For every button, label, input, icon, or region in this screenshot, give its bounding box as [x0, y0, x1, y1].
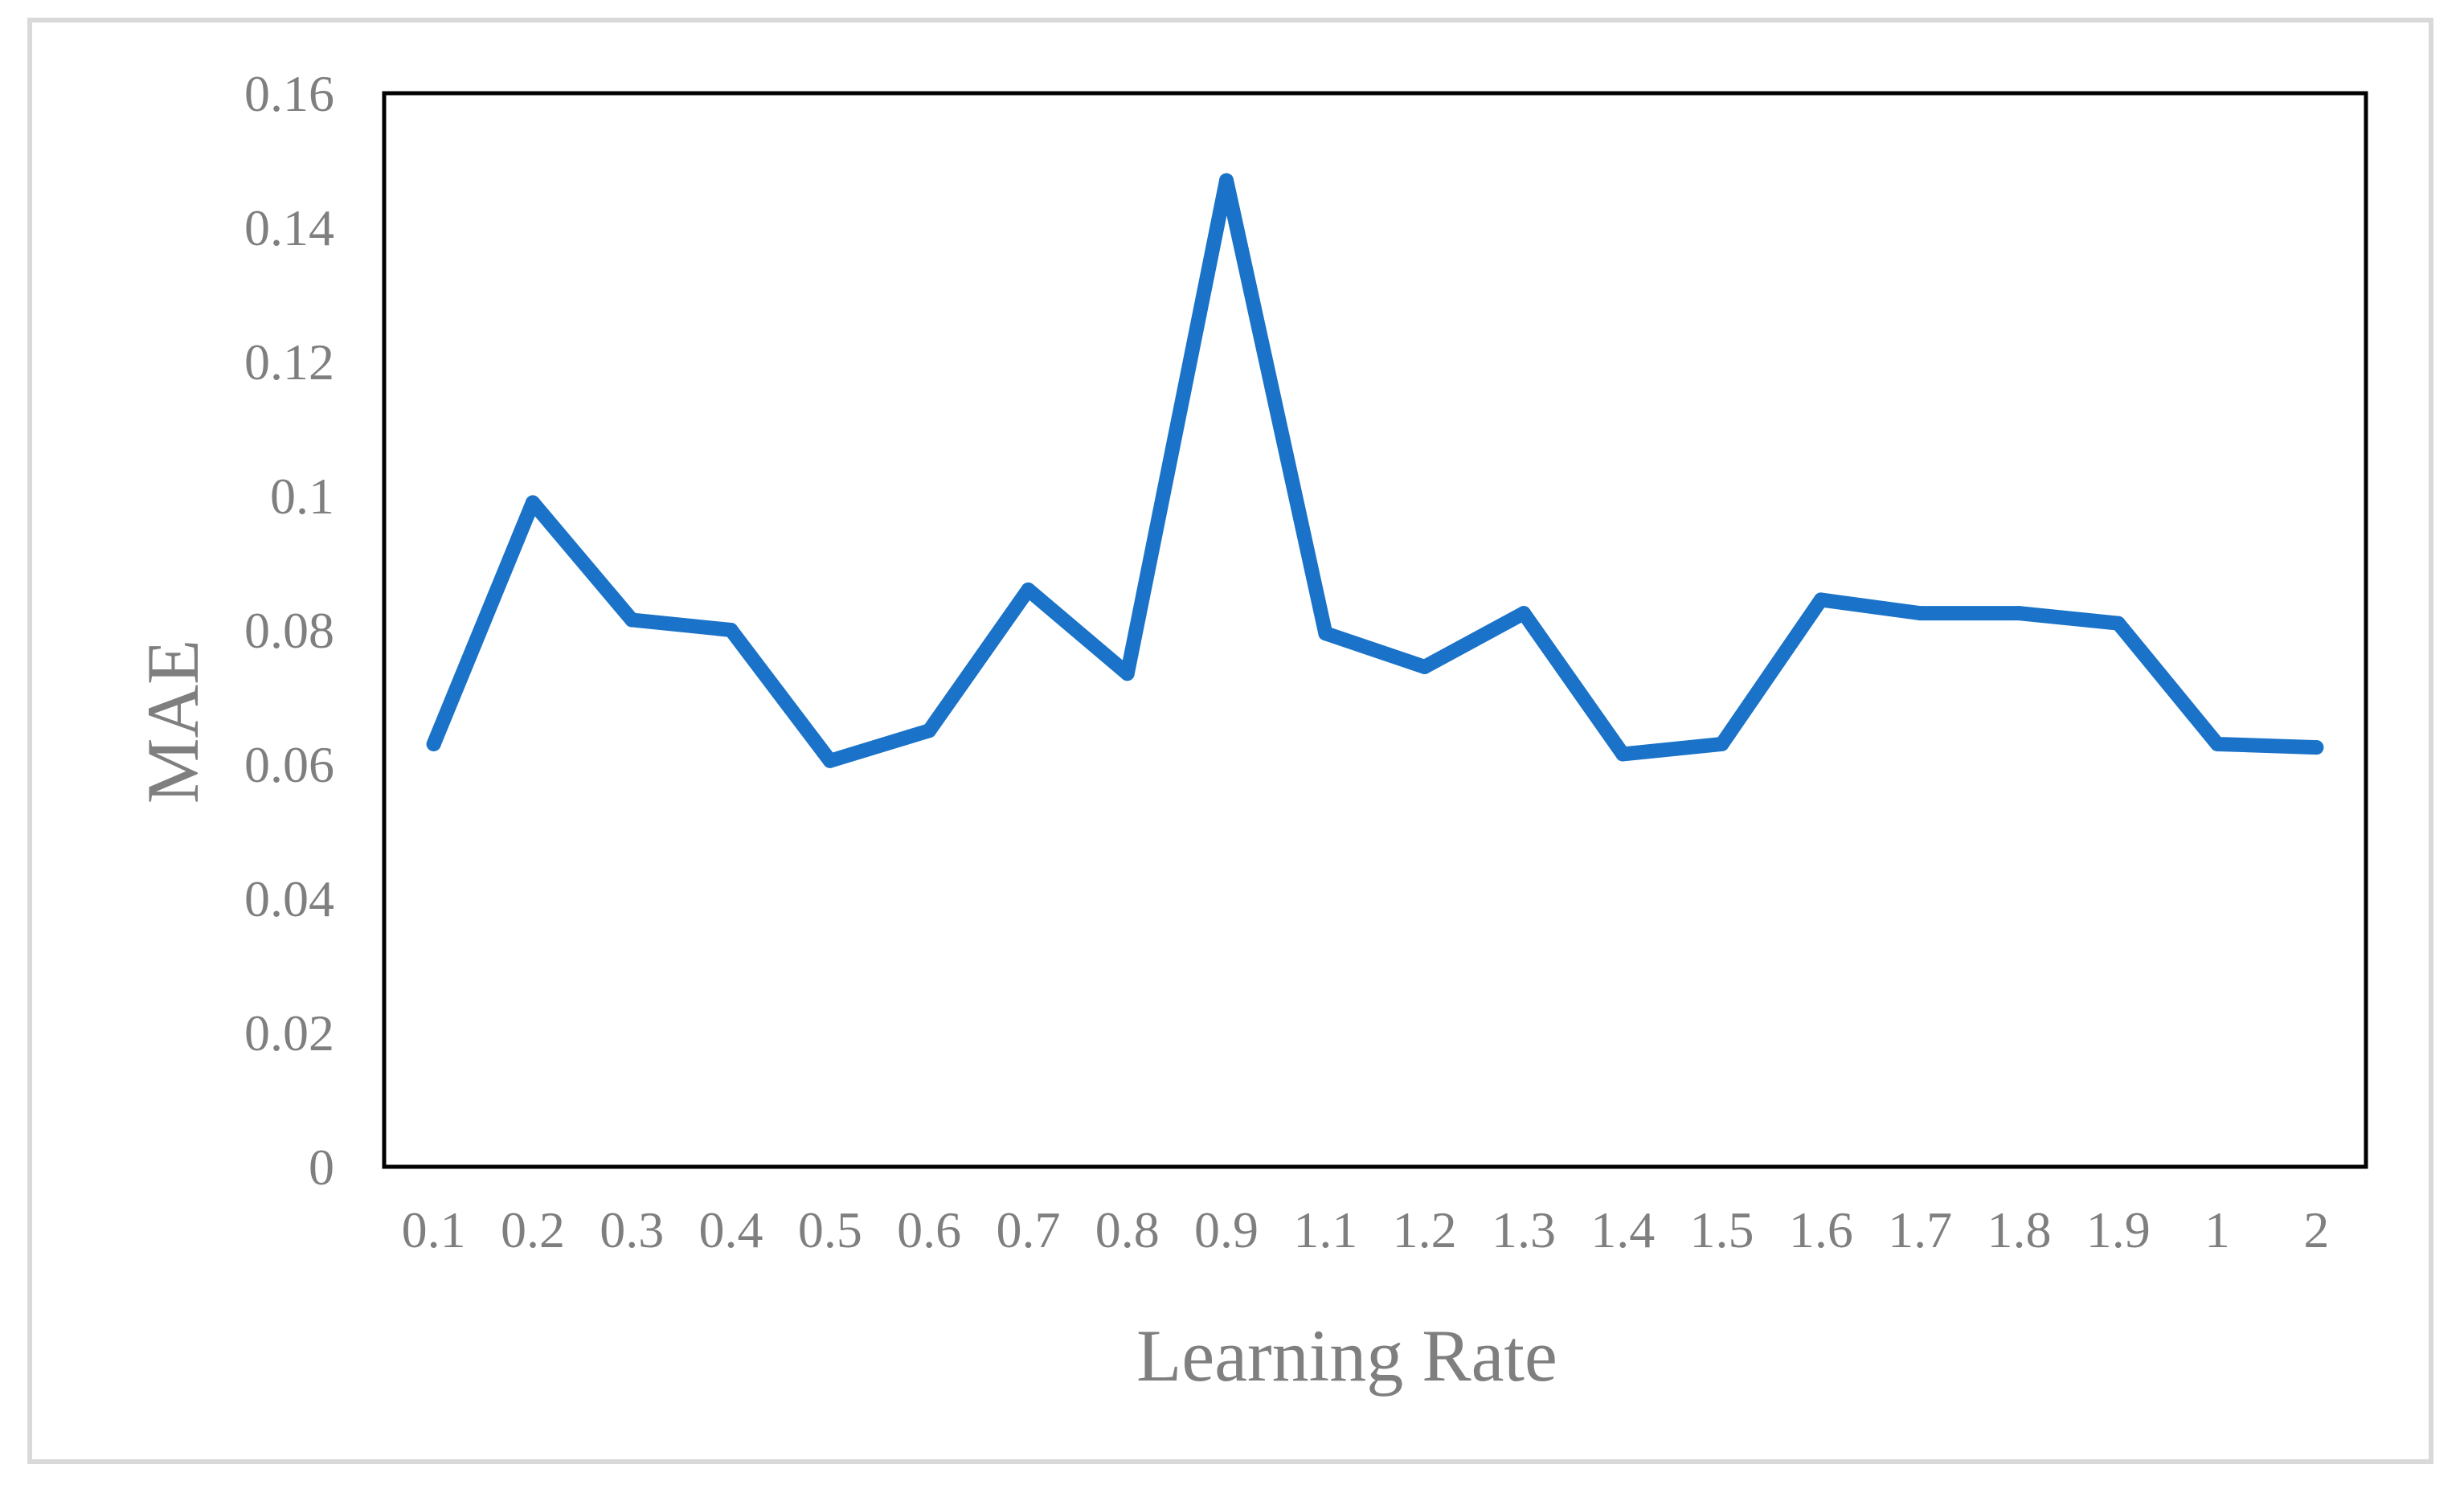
x-axis-title: Learning Rate — [1136, 1315, 1557, 1397]
x-tick-label: 1.5 — [1690, 1201, 1754, 1258]
data-point — [1615, 747, 1631, 762]
data-point — [2309, 740, 2324, 755]
x-tick-label: 1.6 — [1789, 1201, 1853, 1258]
y-tick-label: 0.04 — [244, 870, 334, 927]
data-point — [2210, 736, 2225, 751]
data-point — [1516, 606, 1531, 621]
x-axis-ticks: 0.1 0.2 0.3 0.4 0.5 0.6 0.7 0.8 0.9 1.1 1.2 1.3 1.4 1… — [402, 1201, 2330, 1258]
data-point — [1318, 626, 1333, 641]
x-tick-label: 0.2 — [501, 1201, 565, 1258]
y-tick-label: 0.12 — [244, 333, 334, 391]
data-point — [426, 736, 441, 751]
y-tick-label: 0.02 — [244, 1004, 334, 1062]
x-tick-label: 1.1 — [1293, 1201, 1357, 1258]
y-axis-title: MAE — [132, 640, 214, 804]
x-tick-label: 1.8 — [1987, 1201, 2051, 1258]
data-point — [1021, 582, 1036, 597]
x-tick-label: 0.3 — [600, 1201, 664, 1258]
x-tick-label: 0.6 — [897, 1201, 961, 1258]
y-tick-label: 0 — [309, 1139, 334, 1196]
x-tick-label: 1.3 — [1492, 1201, 1556, 1258]
x-tick-label: 1 — [2204, 1201, 2230, 1258]
data-point — [1813, 592, 1828, 607]
x-tick-label: 2 — [2303, 1201, 2329, 1258]
x-tick-label: 0.7 — [996, 1201, 1060, 1258]
data-point — [1913, 606, 1928, 621]
x-tick-label: 0.9 — [1194, 1201, 1259, 1258]
data-point — [2012, 606, 2027, 621]
data-point — [1219, 173, 1234, 188]
series-layer — [426, 173, 2324, 768]
series-line — [426, 173, 2324, 768]
data-point — [624, 612, 640, 628]
x-tick-label: 1.2 — [1393, 1201, 1457, 1258]
data-point — [822, 753, 837, 768]
data-point — [723, 623, 739, 637]
data-point — [1119, 666, 1135, 681]
y-tick-label: 0.1 — [270, 468, 334, 525]
x-tick-label: 0.5 — [798, 1201, 862, 1258]
x-tick-label: 0.8 — [1095, 1201, 1160, 1258]
data-point — [922, 723, 937, 738]
x-tick-label: 1.7 — [1888, 1201, 1952, 1258]
data-point — [1417, 659, 1432, 674]
x-tick-label: 0.1 — [402, 1201, 466, 1258]
y-tick-label: 0.14 — [244, 199, 334, 256]
x-tick-label: 0.4 — [699, 1201, 763, 1258]
y-tick-label: 0.16 — [244, 65, 334, 122]
data-point — [525, 495, 540, 510]
y-tick-label: 0.08 — [244, 602, 334, 659]
data-point — [2110, 616, 2126, 631]
x-tick-label: 1.9 — [2086, 1201, 2151, 1258]
data-point — [1714, 736, 1729, 751]
x-tick-label: 1.4 — [1590, 1201, 1655, 1258]
y-axis-ticks: 0 0.02 0.04 0.06 0.08 0.1 0.12 0.14 0.16 — [244, 65, 334, 1196]
y-tick-label: 0.06 — [244, 736, 334, 793]
